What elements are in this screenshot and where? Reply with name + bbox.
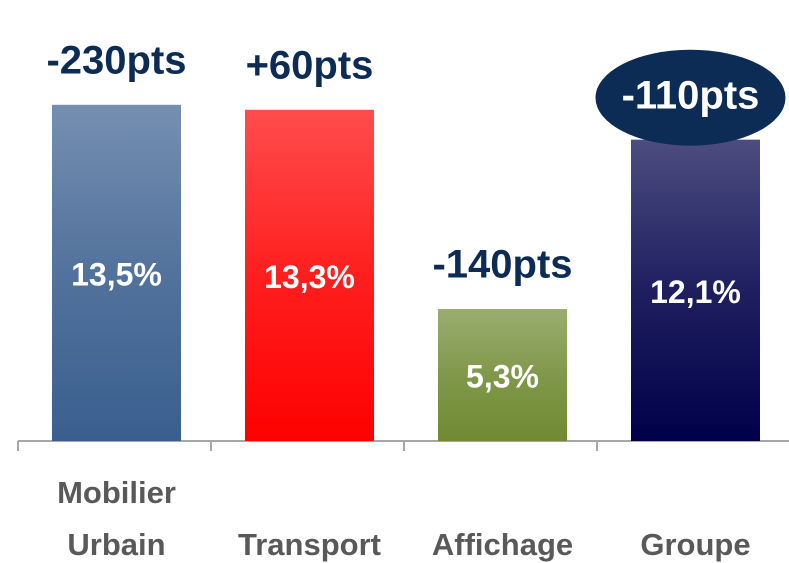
bar-shine	[245, 109, 374, 441]
bar-shine	[52, 104, 181, 441]
annotation: -230pts	[46, 38, 186, 82]
category-label: Transport	[238, 527, 381, 562]
bar-shine	[438, 309, 567, 441]
value-label: 13,3%	[264, 259, 355, 295]
category-label: Mobilier Urbain	[57, 475, 176, 562]
category-label: Groupe	[640, 527, 751, 562]
value-label: 13,5%	[71, 256, 162, 292]
bar-shine	[631, 139, 760, 441]
annotation: -110pts	[622, 73, 760, 117]
annotation: +60pts	[246, 43, 374, 87]
value-label: 5,3%	[466, 358, 539, 394]
category-label: Affichage	[431, 527, 574, 562]
annotation-highlight	[595, 49, 786, 146]
value-label: 12,1%	[650, 274, 741, 310]
annotation: -140pts	[432, 243, 572, 287]
